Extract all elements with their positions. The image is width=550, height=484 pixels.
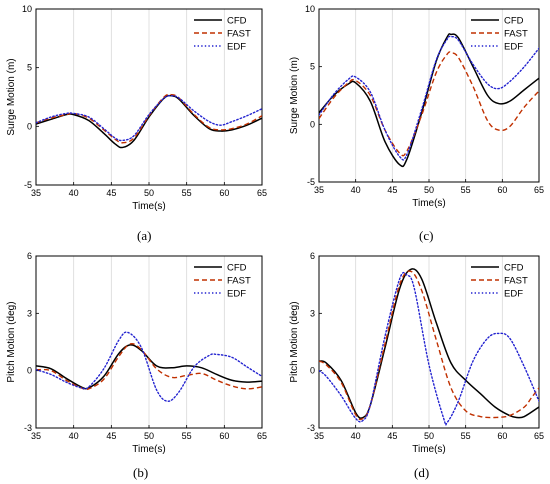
x-tick-label: 50 (424, 431, 434, 441)
series-group (36, 93, 262, 149)
series-line-cfd (36, 94, 262, 149)
y-tick-label: -5 (307, 177, 315, 187)
legend-label-edf: EDF (227, 289, 246, 300)
y-tick-label: 0 (310, 119, 315, 129)
chart-panel-a: 35 40 45 50 55 60 65 -5 0 5 10 Time(s) Surge Motion … (6, 4, 267, 243)
x-axis-label: Time(s) (132, 201, 166, 212)
chart-panel-c: 35 40 45 50 55 60 65 -5 0 5 10 Time(s) Surge Motion … (289, 4, 544, 243)
legend: CFD FAST EDF (194, 16, 251, 53)
legend-label-fast: FAST (227, 29, 251, 40)
x-tick-label: 60 (219, 188, 229, 198)
x-tick-label: 55 (182, 188, 192, 198)
chart-panel-d: 35 40 45 50 55 60 65 -3 0 3 6 Time(s) Pitch Motion (… (289, 251, 544, 480)
panel-label: (c) (419, 228, 433, 243)
y-axis-label: Pitch Motion (deg) (6, 301, 17, 382)
x-tick-label: 55 (182, 431, 192, 441)
x-tick-label: 55 (461, 185, 471, 195)
y-tick-label: 0 (310, 366, 315, 376)
series-line-edf (36, 331, 262, 402)
legend-label-fast: FAST (504, 276, 528, 287)
y-tick-label: 6 (310, 251, 315, 261)
x-tick-label: 65 (257, 188, 267, 198)
legend: CFD FAST EDF (471, 263, 528, 300)
legend-label-fast: FAST (504, 29, 528, 40)
series-group (319, 268, 539, 426)
y-tick-label: -5 (24, 180, 32, 190)
legend-label-cfd: CFD (227, 16, 247, 27)
y-tick-label: 10 (305, 4, 315, 14)
x-axis-label: Time(s) (412, 444, 446, 455)
series-line-edf (36, 95, 262, 142)
x-tick-label: 35 (31, 431, 41, 441)
x-axis-label: Time(s) (412, 198, 446, 209)
y-axis-label: Surge Motion (m) (289, 57, 300, 134)
series-line-fast (319, 270, 539, 421)
x-tick-label: 35 (31, 188, 41, 198)
y-axis-label: Pitch Motion (deg) (289, 301, 300, 382)
x-tick-label: 45 (106, 431, 116, 441)
x-tick-label: 60 (497, 431, 507, 441)
y-tick-label: 3 (27, 308, 32, 318)
x-tick-label: 65 (257, 431, 267, 441)
chart-panel-b: 35 40 45 50 55 60 65 -3 0 3 6 Time(s) Pitch Motion (… (6, 251, 267, 480)
y-tick-label: 5 (310, 62, 315, 72)
x-tick-label: 40 (69, 431, 79, 441)
legend: CFD FAST EDF (194, 263, 251, 300)
y-tick-label: 3 (310, 308, 315, 318)
series-line-edf (319, 271, 539, 426)
series-line-edf (319, 35, 539, 161)
y-tick-label: 5 (27, 63, 32, 73)
x-tick-label: 55 (461, 431, 471, 441)
y-tick-label: 0 (27, 366, 32, 376)
panel-label: (a) (137, 228, 151, 243)
legend-label-edf: EDF (504, 289, 523, 300)
x-tick-label: 60 (497, 185, 507, 195)
legend-label-fast: FAST (227, 276, 251, 287)
series-line-fast (319, 51, 539, 157)
legend-label-edf: EDF (227, 42, 246, 53)
x-tick-label: 40 (351, 431, 361, 441)
x-tick-label: 35 (314, 185, 324, 195)
panel-label: (d) (414, 465, 429, 480)
panel-label: (b) (133, 465, 148, 480)
x-tick-label: 60 (219, 431, 229, 441)
x-tick-label: 65 (534, 431, 544, 441)
x-tick-label: 50 (144, 188, 154, 198)
series-group (36, 331, 262, 402)
x-axis-label: Time(s) (132, 444, 166, 455)
series-line-fast (36, 342, 262, 391)
legend-label-edf: EDF (504, 42, 523, 53)
x-tick-label: 45 (387, 185, 397, 195)
x-tick-label: 50 (424, 185, 434, 195)
x-tick-label: 35 (314, 431, 324, 441)
y-tick-label: -3 (307, 423, 315, 433)
series-line-fast (36, 93, 262, 144)
x-tick-label: 65 (534, 185, 544, 195)
y-tick-label: 10 (22, 4, 32, 14)
x-tick-label: 45 (387, 431, 397, 441)
x-tick-label: 45 (106, 188, 116, 198)
y-tick-label: -3 (24, 423, 32, 433)
y-axis-label: Surge Motion (m) (6, 58, 17, 135)
series-group (319, 33, 539, 168)
legend-label-cfd: CFD (504, 263, 524, 274)
y-tick-label: 6 (27, 251, 32, 261)
legend: CFD FAST EDF (471, 16, 528, 53)
y-tick-label: 0 (27, 121, 32, 131)
x-tick-label: 50 (144, 431, 154, 441)
legend-label-cfd: CFD (227, 263, 247, 274)
series-line-cfd (36, 344, 262, 390)
x-tick-label: 40 (351, 185, 361, 195)
x-tick-label: 40 (69, 188, 79, 198)
legend-label-cfd: CFD (504, 16, 524, 27)
